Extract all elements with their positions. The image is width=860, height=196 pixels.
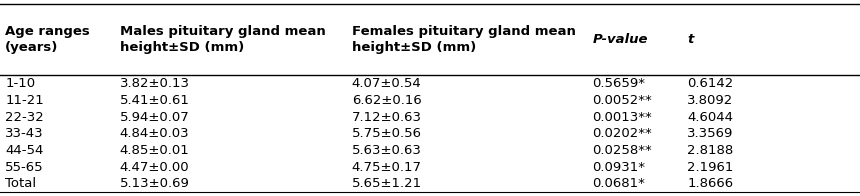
Text: 6.62±0.16: 6.62±0.16	[352, 94, 421, 107]
Text: 1.8666: 1.8666	[687, 177, 734, 190]
Text: 5.41±0.61: 5.41±0.61	[120, 94, 189, 107]
Text: 4.07±0.54: 4.07±0.54	[352, 77, 421, 90]
Text: 55-65: 55-65	[5, 161, 44, 174]
Text: 4.75±0.17: 4.75±0.17	[352, 161, 421, 174]
Text: 33-43: 33-43	[5, 127, 44, 140]
Text: 3.3569: 3.3569	[687, 127, 734, 140]
Text: 5.13±0.69: 5.13±0.69	[120, 177, 189, 190]
Text: 5.75±0.56: 5.75±0.56	[352, 127, 421, 140]
Text: 5.94±0.07: 5.94±0.07	[120, 111, 189, 124]
Text: 0.6142: 0.6142	[687, 77, 734, 90]
Text: P-value: P-value	[593, 33, 648, 46]
Text: 0.0681*: 0.0681*	[593, 177, 645, 190]
Text: 7.12±0.63: 7.12±0.63	[352, 111, 421, 124]
Text: t: t	[687, 33, 693, 46]
Text: 0.0013**: 0.0013**	[593, 111, 652, 124]
Text: Males pituitary gland mean
height±SD (mm): Males pituitary gland mean height±SD (mm…	[120, 25, 325, 54]
Text: 11-21: 11-21	[5, 94, 44, 107]
Text: 0.0052**: 0.0052**	[593, 94, 652, 107]
Text: 44-54: 44-54	[5, 144, 44, 157]
Text: 0.0202**: 0.0202**	[593, 127, 652, 140]
Text: 3.82±0.13: 3.82±0.13	[120, 77, 189, 90]
Text: Total: Total	[5, 177, 36, 190]
Text: 2.1961: 2.1961	[687, 161, 734, 174]
Text: 4.85±0.01: 4.85±0.01	[120, 144, 189, 157]
Text: 2.8188: 2.8188	[687, 144, 734, 157]
Text: 0.0258**: 0.0258**	[593, 144, 652, 157]
Text: 5.63±0.63: 5.63±0.63	[352, 144, 421, 157]
Text: 1-10: 1-10	[5, 77, 35, 90]
Text: 4.84±0.03: 4.84±0.03	[120, 127, 189, 140]
Text: Females pituitary gland mean
height±SD (mm): Females pituitary gland mean height±SD (…	[352, 25, 575, 54]
Text: 0.0931*: 0.0931*	[593, 161, 646, 174]
Text: 4.47±0.00: 4.47±0.00	[120, 161, 189, 174]
Text: Age ranges
(years): Age ranges (years)	[5, 25, 90, 54]
Text: 5.65±1.21: 5.65±1.21	[352, 177, 422, 190]
Text: 4.6044: 4.6044	[687, 111, 733, 124]
Text: 3.8092: 3.8092	[687, 94, 734, 107]
Text: 0.5659*: 0.5659*	[593, 77, 646, 90]
Text: 22-32: 22-32	[5, 111, 44, 124]
